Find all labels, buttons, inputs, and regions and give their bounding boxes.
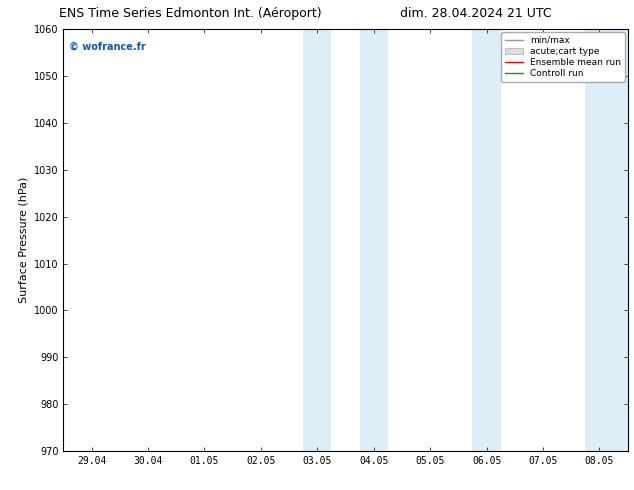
Y-axis label: Surface Pressure (hPa): Surface Pressure (hPa) (18, 177, 29, 303)
Bar (585, 29, 628, 451)
Text: ENS Time Series Edmonton Int. (Aéroport): ENS Time Series Edmonton Int. (Aéroport) (59, 7, 321, 21)
Legend: min/max, acute;cart type, Ensemble mean run, Controll run: min/max, acute;cart type, Ensemble mean … (501, 32, 625, 82)
Text: © wofrance.fr: © wofrance.fr (69, 42, 146, 52)
Bar (472, 29, 501, 451)
Bar (359, 29, 388, 451)
Text: dim. 28.04.2024 21 UTC: dim. 28.04.2024 21 UTC (399, 7, 552, 21)
Bar (303, 29, 332, 451)
